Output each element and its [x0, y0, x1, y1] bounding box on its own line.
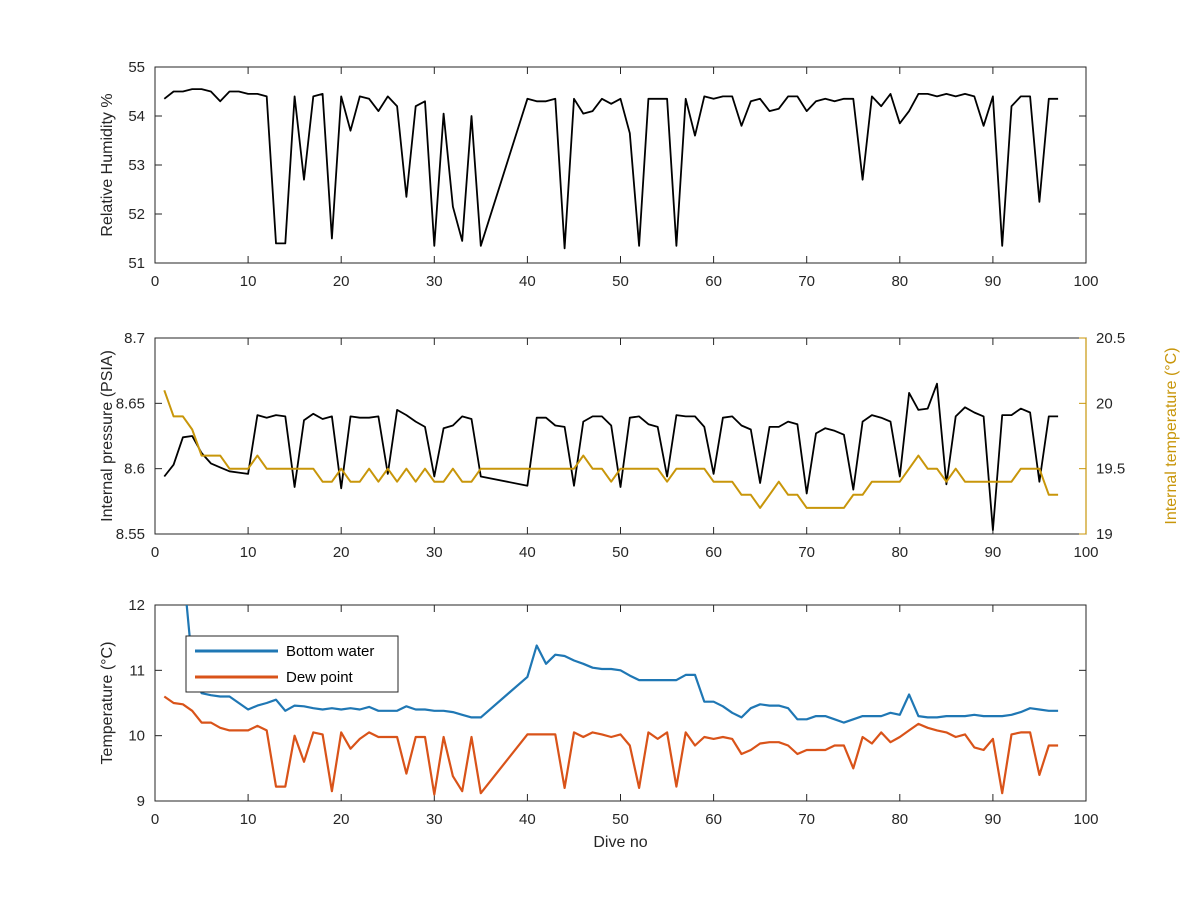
x-tick-label: 20: [333, 544, 350, 561]
y2-tick-label: 19.5: [1096, 461, 1125, 478]
y-tick-label: 10: [128, 728, 145, 745]
x-tick-label: 70: [798, 273, 815, 290]
series-line-2-1: [163, 382, 1059, 531]
legend: Bottom water Dew point: [185, 635, 399, 693]
x-tick-label: 30: [426, 811, 443, 828]
x-tick-label: 60: [705, 544, 722, 561]
y-tick-label: 8.7: [124, 330, 145, 347]
x-tick-label: 90: [985, 544, 1002, 561]
y2-axis-label: Internal temperature (°C): [1163, 347, 1180, 524]
series-line-2-2: [163, 389, 1059, 509]
x-tick-label: 70: [798, 811, 815, 828]
x-tick-label: 50: [612, 811, 629, 828]
x-tick-label: 80: [891, 273, 908, 290]
y-axis-label: Relative Humidity %: [99, 93, 116, 236]
x-tick-label: 70: [798, 544, 815, 561]
x-tick-label: 50: [612, 544, 629, 561]
plot-frame: [154, 337, 1087, 535]
y-tick-label: 52: [128, 206, 145, 223]
y-tick-label: 54: [128, 108, 145, 125]
legend-label: Dew point: [286, 669, 354, 686]
subplot-1: 0 10 20 30 40 50 60 70 80 90 100 51 52 53 54 55 Relative…: [99, 59, 1099, 290]
x-tick-label: 100: [1073, 273, 1098, 290]
y-tick-label: 8.55: [116, 526, 145, 543]
x-tick-label: 40: [519, 544, 536, 561]
x-tick-label: 60: [705, 273, 722, 290]
series-line-1-1: [163, 88, 1059, 250]
y-tick-label: 9: [137, 793, 145, 810]
x-tick-label: 90: [985, 273, 1002, 290]
y-tick-label: 53: [128, 157, 145, 174]
x-tick-label: 80: [891, 544, 908, 561]
x-tick-label: 40: [519, 811, 536, 828]
plot-frame: [154, 604, 1087, 802]
series-line-dew-point: [163, 695, 1059, 796]
y-axis-label: Internal pressure (PSIA): [99, 350, 116, 522]
x-tick-label: 40: [519, 273, 536, 290]
x-tick-label: 30: [426, 544, 443, 561]
subplot-2: 0 10 20 30 40 50 60 70 80 90 100 8.55 8.6 8.65 8.7 19 19…: [99, 330, 1180, 561]
x-tick-label: 0: [151, 273, 159, 290]
y2-tick-label: 20.5: [1096, 330, 1125, 347]
x-tick-label: 10: [240, 811, 257, 828]
legend-label: Bottom water: [286, 643, 374, 660]
x-tick-label: 80: [891, 811, 908, 828]
y-tick-label: 55: [128, 59, 145, 76]
x-axis-label: Dive no: [593, 834, 647, 851]
x-tick-label: 0: [151, 811, 159, 828]
y-tick-label: 8.6: [124, 461, 145, 478]
y-tick-label: 11: [129, 662, 145, 679]
y2-tick-label: 20: [1096, 395, 1113, 412]
x-tick-label: 50: [612, 273, 629, 290]
y-axis-label: Temperature (°C): [99, 642, 116, 765]
subplot-3: 0 10 20 30 40 50 60 70 80 90 100 9 10 11 12 Temperature…: [99, 597, 1099, 851]
x-tick-label: 10: [240, 544, 257, 561]
x-tick-label: 10: [240, 273, 257, 290]
x-tick-label: 20: [333, 273, 350, 290]
y-tick-label: 51: [128, 255, 145, 272]
y2-tick-label: 19: [1096, 526, 1113, 543]
x-tick-label: 60: [705, 811, 722, 828]
x-tick-label: 0: [151, 544, 159, 561]
x-tick-label: 100: [1073, 544, 1098, 561]
x-tick-label: 100: [1073, 811, 1098, 828]
x-tick-label: 30: [426, 273, 443, 290]
x-tick-label: 20: [333, 811, 350, 828]
x-tick-label: 90: [985, 811, 1002, 828]
y-tick-label: 8.65: [116, 395, 145, 412]
series-line-bottom-water: [185, 605, 1059, 724]
y-tick-label: 12: [128, 597, 145, 614]
